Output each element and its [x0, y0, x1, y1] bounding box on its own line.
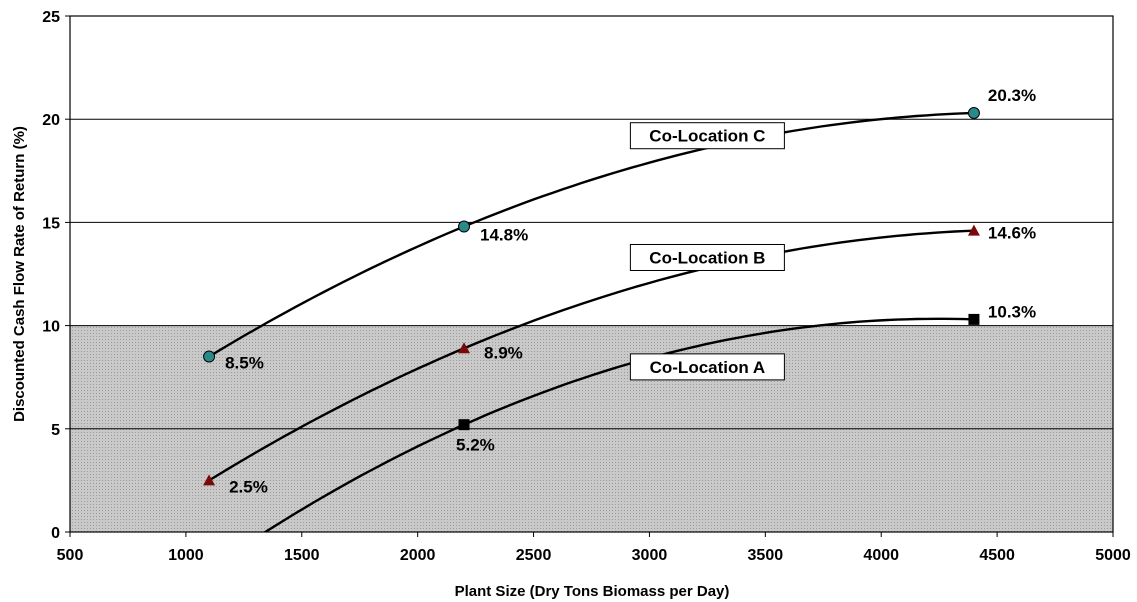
x-tick-label-1500: 1500 — [284, 547, 320, 564]
x-tick-label-500: 500 — [57, 547, 84, 564]
data-label-co-location-b-1: 8.9% — [484, 343, 523, 362]
y-tick-label-20: 20 — [42, 112, 60, 129]
x-axis-title: Plant Size (Dry Tons Biomass per Day) — [455, 583, 730, 600]
series-callouts: Co-Location C Co-Location B Co-Location A — [629, 122, 785, 381]
callout-label-co-location-b: Co-Location B — [649, 248, 765, 267]
data-label-co-location-b-0: 2.5% — [229, 477, 268, 496]
marker-co-location-b-2 — [967, 224, 980, 236]
data-labels: 8.5% 14.8% 20.3% 2.5% 8.9% 14.6% 5.2% 10.3% — [225, 86, 1036, 496]
data-label-co-location-c-2: 20.3% — [988, 86, 1036, 105]
y-axis-title: Discounted Cash Flow Rate of Return (%) — [11, 126, 28, 422]
series-markers — [203, 107, 980, 486]
x-tick-label-5000: 5000 — [1095, 547, 1131, 564]
x-tick-label-3000: 3000 — [632, 547, 668, 564]
y-tick-label-25: 25 — [42, 9, 60, 26]
callout-label-co-location-c: Co-Location C — [649, 127, 765, 146]
marker-co-location-a-2 — [968, 313, 980, 325]
data-label-co-location-c-0: 8.5% — [225, 354, 264, 373]
x-tick-label-2000: 2000 — [400, 547, 436, 564]
callout-box-co-location-c — [629, 122, 785, 150]
plot-border — [69, 15, 1114, 533]
x-tick-label-4500: 4500 — [979, 547, 1015, 564]
data-label-co-location-b-2: 14.6% — [988, 224, 1036, 243]
marker-co-location-c-2 — [967, 107, 980, 120]
x-tick-label-2500: 2500 — [516, 547, 552, 564]
marker-co-location-a-1 — [458, 419, 470, 431]
x-tick-label-1000: 1000 — [168, 547, 204, 564]
marker-co-location-c-1 — [458, 220, 471, 233]
series-line-co-location-b — [208, 229, 974, 482]
y-tick-label-0: 0 — [51, 525, 60, 542]
y-tick-label-10: 10 — [42, 319, 60, 336]
y-tick-label-5: 5 — [51, 422, 60, 439]
x-tick-label-4000: 4000 — [863, 547, 899, 564]
series-curves — [208, 111, 974, 532]
data-label-co-location-a-1: 5.2% — [456, 436, 495, 455]
marker-co-location-b-0 — [203, 474, 216, 486]
tick-labels: 0 5 10 15 20 25 500 1000 1500 2000 2500 3000 3500 400… — [42, 9, 1131, 564]
plot-frame — [69, 15, 1114, 533]
gridlines — [70, 118, 1113, 430]
y-tick-label-15: 15 — [42, 215, 60, 232]
x-tick-label-3500: 3500 — [748, 547, 784, 564]
marker-co-location-c-0 — [203, 350, 216, 363]
callout-box-co-location-a — [629, 353, 785, 381]
data-label-co-location-a-2: 10.3% — [988, 302, 1036, 321]
marker-co-location-b-1 — [458, 342, 471, 354]
callout-box-co-location-b — [629, 243, 785, 271]
callout-label-co-location-a: Co-Location A — [650, 358, 766, 377]
series-line-co-location-c — [208, 111, 974, 358]
data-label-co-location-c-1: 14.8% — [480, 226, 528, 245]
series-line-co-location-a — [263, 317, 974, 532]
